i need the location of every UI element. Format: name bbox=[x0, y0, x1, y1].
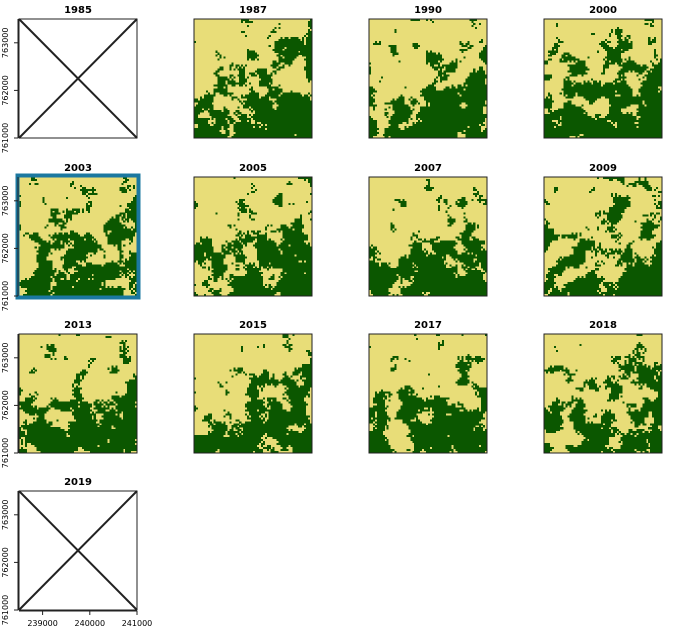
panel-2018: 2018 bbox=[543, 320, 663, 454]
panel-2005: 2005 bbox=[193, 163, 313, 297]
panel-title: 2000 bbox=[589, 5, 617, 16]
panel-frame bbox=[543, 176, 663, 297]
panel-title: 2017 bbox=[414, 320, 442, 331]
panel-2007: 2007 bbox=[368, 163, 488, 297]
panel-title: 2009 bbox=[589, 163, 617, 174]
panel-2013: 2013 761000 762000 763000 bbox=[1, 320, 138, 469]
panel-title: 2019 bbox=[64, 477, 92, 488]
panel-frame bbox=[368, 18, 488, 139]
panel-frame bbox=[543, 333, 663, 454]
raster-cells bbox=[194, 19, 313, 139]
x-tick-label: 240000 bbox=[75, 619, 106, 628]
raster-class-dark bbox=[544, 334, 663, 454]
raster-class-dark bbox=[544, 177, 663, 297]
panel-1990: 1990 bbox=[368, 5, 488, 139]
panel-frame bbox=[18, 333, 138, 454]
no-data-cross-line bbox=[18, 490, 138, 611]
panel-2017: 2017 bbox=[368, 320, 488, 454]
panel-2009: 2009 bbox=[543, 163, 663, 297]
panel-frame bbox=[368, 176, 488, 297]
panel-2003: 2003 761000 762000 763000 bbox=[1, 163, 141, 312]
y-tick-label: 762000 bbox=[1, 547, 10, 578]
raster-class-dark bbox=[194, 19, 313, 139]
y-tick-label: 763000 bbox=[1, 343, 10, 374]
raster-cells bbox=[19, 334, 138, 454]
panel-frame bbox=[368, 333, 488, 454]
panel-title: 2013 bbox=[64, 320, 92, 331]
raster-class-dark bbox=[194, 334, 313, 454]
raster-cells bbox=[369, 19, 488, 139]
panel-1985: 1985 761000 762000 763000 bbox=[1, 5, 138, 154]
y-tick-label: 762000 bbox=[1, 233, 10, 264]
raster-class-dark bbox=[369, 334, 488, 454]
panel-title: 2018 bbox=[589, 320, 617, 331]
y-tick-label: 761000 bbox=[1, 281, 10, 312]
panel-title: 2003 bbox=[64, 163, 92, 174]
panel-2019: 2019 761000 762000 763000 239000 240000 241000 bbox=[1, 477, 152, 628]
raster-cells bbox=[19, 177, 138, 297]
y-axis: 761000 762000 763000 bbox=[1, 19, 19, 154]
raster-cells bbox=[369, 334, 488, 454]
y-tick-label: 761000 bbox=[1, 438, 10, 469]
raster-cells bbox=[194, 177, 313, 297]
raster-class-dark bbox=[19, 334, 138, 454]
raster-cells bbox=[369, 178, 488, 297]
panel-frame bbox=[193, 18, 313, 139]
panel-2000: 2000 bbox=[543, 5, 663, 139]
panel-frame bbox=[193, 176, 313, 297]
raster-class-dark bbox=[369, 178, 488, 297]
panel-frame bbox=[18, 18, 138, 139]
panel-1987: 1987 bbox=[193, 5, 313, 139]
y-tick-label: 763000 bbox=[1, 28, 10, 59]
no-data-cross-line bbox=[18, 18, 138, 139]
y-axis: 761000 762000 763000 bbox=[1, 491, 19, 626]
y-tick-label: 761000 bbox=[1, 123, 10, 154]
panel-title: 1990 bbox=[414, 5, 442, 16]
x-tick-label: 241000 bbox=[122, 619, 153, 628]
y-tick-label: 762000 bbox=[1, 75, 10, 106]
panel-title: 2007 bbox=[414, 163, 442, 174]
panel-title: 2015 bbox=[239, 320, 267, 331]
panel-2015: 2015 bbox=[193, 320, 313, 454]
panel-title: 1987 bbox=[239, 5, 267, 16]
y-axis: 761000 762000 763000 bbox=[1, 177, 19, 312]
raster-class-dark bbox=[19, 177, 138, 297]
raster-cells bbox=[544, 19, 663, 139]
y-axis: 761000 762000 763000 bbox=[1, 334, 19, 469]
x-axis: 239000 240000 241000 bbox=[19, 610, 153, 628]
y-tick-label: 763000 bbox=[1, 186, 10, 217]
raster-class-dark bbox=[194, 177, 313, 297]
raster-cells bbox=[194, 334, 313, 454]
raster-cells bbox=[544, 177, 663, 297]
x-tick-label: 239000 bbox=[27, 619, 58, 628]
panel-title: 2005 bbox=[239, 163, 267, 174]
y-tick-label: 763000 bbox=[1, 500, 10, 531]
y-tick-label: 762000 bbox=[1, 390, 10, 421]
y-tick-label: 761000 bbox=[1, 595, 10, 626]
panel-frame bbox=[193, 333, 313, 454]
raster-class-dark bbox=[544, 19, 663, 139]
raster-cells bbox=[544, 334, 663, 454]
panel-frame bbox=[543, 18, 663, 139]
panel-frame bbox=[18, 490, 138, 611]
panel-title: 1985 bbox=[64, 5, 92, 16]
raster-class-dark bbox=[369, 19, 488, 139]
